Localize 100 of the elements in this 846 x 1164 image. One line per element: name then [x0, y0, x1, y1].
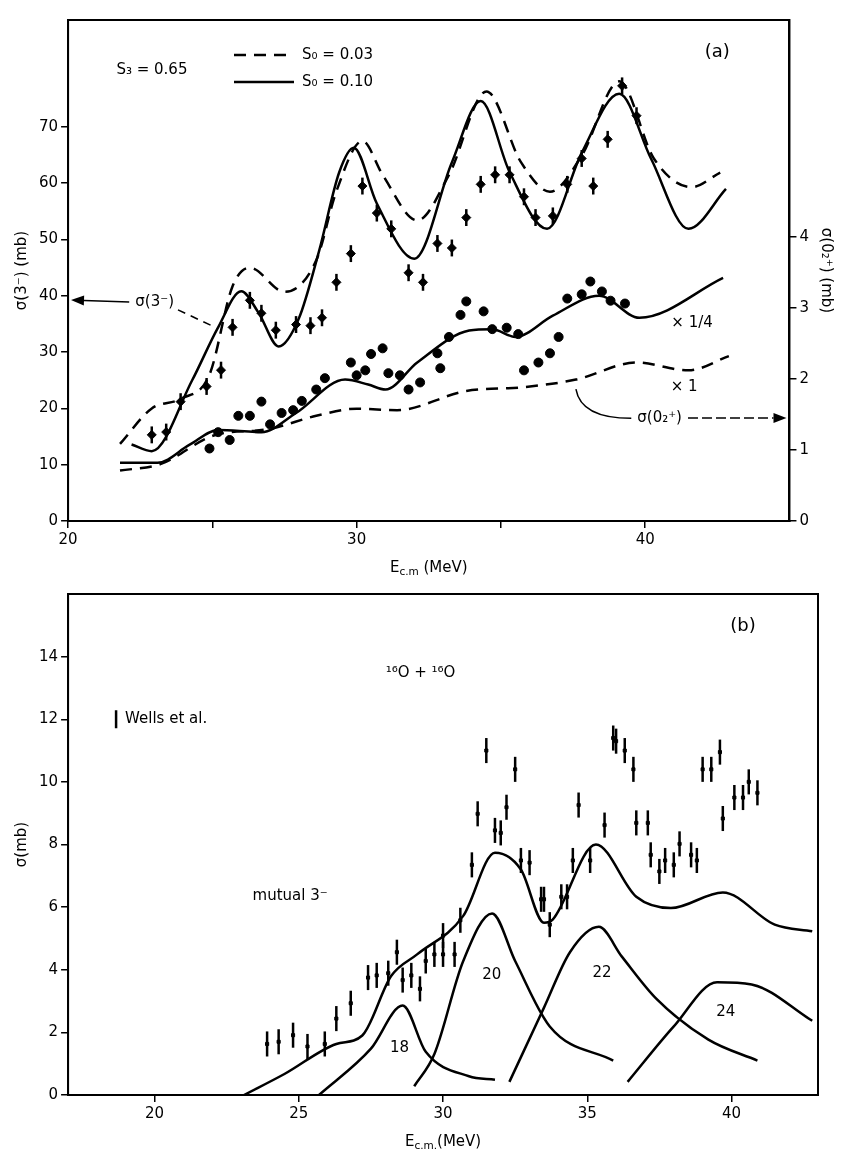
point	[541, 897, 547, 902]
y-tick-label: 20	[38, 398, 59, 417]
point	[276, 1039, 281, 1044]
y2-tick-label: 3	[799, 297, 809, 316]
point	[492, 828, 498, 833]
x-tick-label: 30	[347, 529, 367, 548]
point	[276, 407, 287, 418]
point	[409, 973, 414, 978]
legend-label: S₀ = 0.03	[302, 44, 374, 63]
point	[559, 894, 564, 899]
y2-tick-label: 4	[799, 226, 809, 245]
point	[484, 748, 489, 753]
text: (a)	[704, 39, 730, 61]
y-tick-label: 0	[48, 1084, 59, 1103]
point	[677, 841, 682, 846]
y-tick-label: 8	[48, 834, 59, 853]
x-tick-label: 25	[289, 1103, 309, 1122]
y-tick-label: 60	[38, 173, 59, 192]
point	[224, 434, 235, 445]
y2-tick-label: 0	[799, 510, 809, 529]
y-tick-label: 14	[38, 646, 59, 665]
point	[709, 767, 714, 772]
y-tick-label: 50	[38, 229, 59, 248]
x-tick-label: 40	[721, 1103, 742, 1122]
point	[588, 858, 593, 863]
y-axis-title: σ(mb)	[11, 821, 30, 868]
point	[746, 779, 751, 784]
y-tick-label: 10	[38, 771, 59, 790]
point	[383, 368, 394, 379]
point	[377, 343, 388, 354]
point	[345, 357, 356, 368]
point	[366, 975, 371, 980]
point	[394, 950, 399, 955]
y-tick-label: 10	[38, 454, 59, 473]
point	[435, 363, 446, 374]
point	[475, 811, 480, 816]
point	[415, 377, 426, 388]
point	[634, 820, 639, 825]
point	[311, 384, 322, 395]
y-tick-label: 0	[48, 510, 59, 529]
point	[265, 1041, 270, 1047]
point	[400, 978, 405, 983]
point	[334, 1016, 339, 1021]
point	[432, 238, 443, 249]
point	[233, 410, 244, 421]
point	[360, 365, 371, 376]
annotation: S₃ = 0.65	[116, 59, 188, 78]
point	[513, 767, 518, 772]
point	[319, 373, 330, 384]
point	[619, 298, 630, 309]
annotation: 24	[716, 1001, 736, 1020]
point	[689, 852, 694, 857]
point	[533, 357, 544, 368]
point	[291, 1033, 296, 1038]
point	[322, 1041, 327, 1047]
point	[469, 862, 474, 867]
point	[720, 816, 725, 821]
point	[585, 276, 596, 287]
point	[544, 348, 555, 359]
annotation: σ(3⁻)	[135, 291, 174, 310]
point	[740, 795, 746, 800]
point	[611, 735, 616, 741]
point	[432, 952, 437, 957]
point	[602, 823, 607, 828]
point	[631, 767, 636, 772]
legend-label: S₀ = 0.10	[302, 71, 374, 90]
x-tick-label: 30	[433, 1103, 453, 1122]
point	[351, 370, 362, 381]
point	[455, 309, 466, 320]
point	[671, 862, 676, 867]
point	[576, 802, 581, 808]
point	[461, 296, 472, 307]
annotation: mutual 3⁻	[252, 886, 328, 905]
y-tick-label: 12	[38, 709, 59, 728]
y-tick-label: 6	[48, 897, 59, 916]
point	[432, 348, 443, 359]
point	[645, 820, 650, 825]
point	[403, 267, 414, 278]
y-tick-label: 2	[48, 1022, 59, 1041]
point	[622, 748, 627, 753]
point	[562, 293, 573, 304]
point	[305, 320, 316, 331]
point	[452, 952, 457, 957]
point	[475, 179, 486, 190]
point	[576, 289, 587, 300]
y-tick-label: 30	[38, 342, 59, 361]
y2-tick-label: 1	[799, 439, 809, 458]
point	[403, 384, 414, 395]
annotation: σ(0₂⁺)	[637, 408, 682, 427]
point	[374, 973, 379, 978]
point	[602, 134, 613, 145]
point	[518, 365, 529, 376]
point	[265, 419, 276, 430]
point	[348, 1001, 353, 1006]
point	[657, 869, 662, 874]
y-axis-title: σ(3⁻) (mb)	[11, 230, 30, 311]
point	[614, 739, 619, 744]
y-tick-label: 70	[38, 116, 59, 135]
point	[648, 852, 653, 857]
point	[366, 349, 377, 359]
